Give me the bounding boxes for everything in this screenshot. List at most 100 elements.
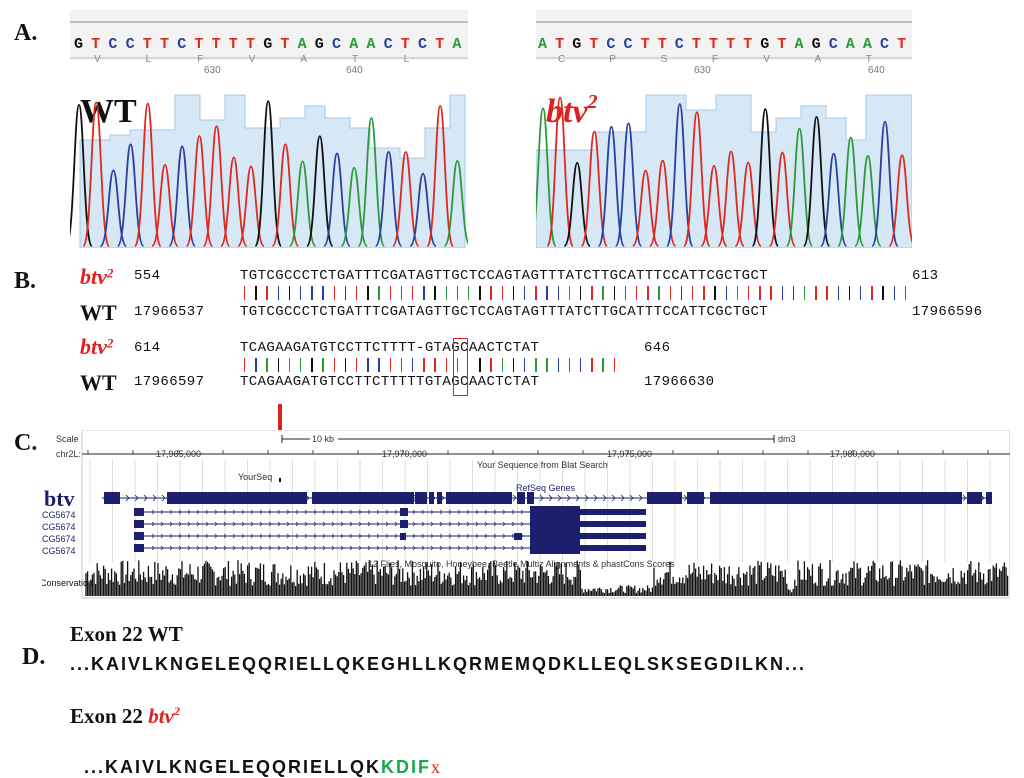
exon-block: [437, 492, 442, 504]
base-letter: T: [143, 36, 152, 53]
trace-peak: [306, 135, 334, 247]
exon-btv2-stop: x: [431, 757, 443, 777]
trace-peak: [151, 163, 179, 247]
match-bar: [557, 286, 559, 300]
match-bar: [591, 286, 593, 300]
aa-letter: V: [763, 54, 770, 65]
transcript-label-2: CG5674: [42, 522, 76, 532]
match-bar: [893, 286, 895, 300]
trace-peak: [734, 161, 762, 247]
base-letter: C: [624, 36, 633, 53]
exon-block: [710, 492, 722, 504]
match-bar: [266, 358, 268, 372]
trace-peaks-wt: [65, 100, 472, 247]
scale-label: Scale: [56, 434, 79, 444]
match-bar: [501, 358, 503, 372]
base-letter: T: [658, 36, 667, 53]
match-bar: [568, 358, 571, 372]
match-bar: [669, 286, 671, 300]
match-bar: [725, 286, 727, 300]
match-bar: [770, 286, 772, 300]
scale-text: 10 kb: [312, 434, 334, 444]
match-bar: [378, 286, 380, 300]
exon-block: [167, 492, 307, 504]
transcript-exon: [134, 532, 144, 540]
trace-peak: [443, 160, 472, 247]
align-row-1-label: btv2: [80, 264, 114, 289]
match-bar: [815, 286, 817, 300]
match-bar: [400, 358, 403, 372]
trace-peak: [631, 169, 660, 247]
chrom-label: chr2L:: [56, 449, 81, 459]
base-letter: C: [384, 36, 393, 53]
base-letter: C: [880, 36, 889, 53]
btv-gene-model: [102, 492, 992, 504]
base-letter: T: [692, 36, 701, 53]
match-bar: [524, 286, 526, 300]
base-letter: T: [246, 36, 255, 53]
base-letter: A: [795, 36, 804, 53]
match-bar: [882, 286, 884, 300]
tick-630-wt: 630: [204, 65, 221, 76]
match-bar: [613, 286, 615, 300]
exon-btv2-seq-frameshift: KDIF: [381, 757, 432, 777]
base-letter: C: [177, 36, 186, 53]
refseq-title: RefSeq Genes: [516, 483, 576, 493]
match-bar: [288, 286, 291, 300]
tick-640-btv2: 640: [868, 65, 885, 76]
match-bar: [300, 358, 302, 372]
match-bar: [501, 286, 503, 300]
match-bar: [311, 358, 313, 372]
match-bar: [356, 286, 358, 300]
match-bar: [434, 286, 436, 300]
base-letter: A: [366, 36, 375, 53]
transcript-label-1: CG5674: [42, 510, 76, 520]
aa-letter: V: [249, 54, 256, 65]
match-bar: [255, 286, 257, 300]
aa-letter: V: [94, 54, 101, 65]
trace-peak: [563, 162, 591, 247]
base-letter: C: [829, 36, 838, 53]
trace-peak: [357, 117, 386, 247]
align-row-1-end: 613: [912, 268, 939, 284]
base-letter: T: [709, 36, 718, 53]
base-letter: T: [401, 36, 410, 53]
genome-browser-svg: Scale chr2L: 10 kb dm3 17,965,000 17,970…: [40, 429, 1011, 599]
trace-peak: [819, 152, 848, 247]
trace-peak: [323, 152, 351, 247]
base-letter: A: [298, 36, 307, 53]
base-letter: C: [675, 36, 684, 53]
base-letter: G: [315, 36, 324, 53]
match-bar: [613, 358, 615, 372]
match-bar: [512, 286, 515, 300]
match-bar: [479, 286, 481, 300]
match-bar: [535, 286, 537, 300]
trace-peak: [99, 169, 128, 247]
base-letter: T: [194, 36, 203, 53]
match-bar: [546, 286, 548, 300]
match-bar: [400, 286, 403, 300]
trace-peak: [82, 101, 110, 247]
coord-4: 17,980,000: [830, 449, 875, 459]
match-bar: [333, 358, 335, 372]
align-row-4-seq: TCAGAAGATGTCCTTCTTTTTGTAGCAACTCTAT: [240, 374, 540, 390]
exon-btv2-seq: ...KAIVLKNGELEQQRIELLQKKDIFx: [70, 736, 442, 778]
match-bar: [423, 286, 425, 300]
transcript-label-3: CG5674: [42, 534, 76, 544]
match-bar: [389, 358, 391, 372]
base-letter: T: [229, 36, 238, 53]
align-row-1-seq: TGTCGCCCTCTGATTTCGATAGTTGCTCCAGTAGTTTATC…: [240, 268, 769, 284]
trace-peak: [648, 159, 677, 247]
match-bar: [826, 286, 828, 300]
match-bar: [456, 358, 459, 372]
match-bar: [546, 358, 548, 372]
deletion-highlight-box: [453, 338, 468, 396]
exon-wt-seq: ...KAIVLKNGELEQQRIELLQKEGHLLKQRMEMQDKLLE…: [70, 654, 807, 674]
base-letter: T: [212, 36, 221, 53]
match-bar: [255, 358, 257, 372]
base-letter: T: [897, 36, 906, 53]
